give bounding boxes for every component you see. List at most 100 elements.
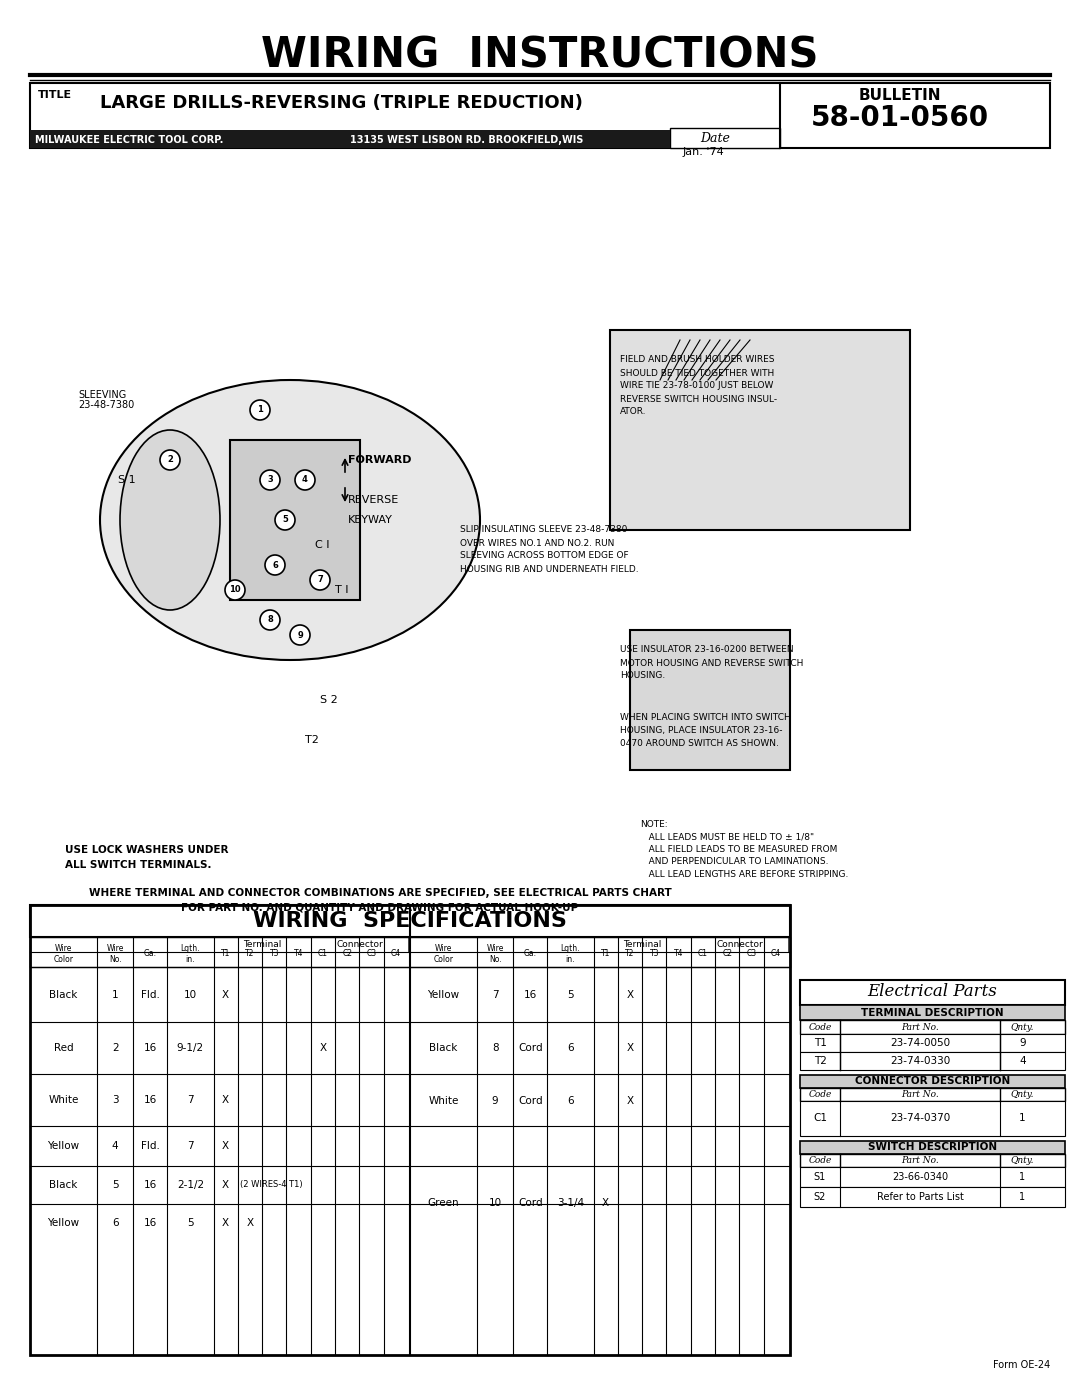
- Text: X: X: [626, 990, 634, 999]
- Bar: [30, 905, 789, 1356]
- Text: X: X: [603, 1198, 609, 1209]
- Text: 23-74-0370: 23-74-0370: [890, 1113, 950, 1123]
- Text: 2: 2: [167, 456, 173, 464]
- Text: Cord: Cord: [518, 1044, 542, 1053]
- Circle shape: [295, 470, 315, 491]
- Text: TITLE: TITLE: [38, 90, 72, 100]
- Text: 23-74-0330: 23-74-0330: [890, 1056, 950, 1066]
- Text: White: White: [429, 1096, 459, 1106]
- Text: 6: 6: [111, 1218, 119, 1228]
- Text: 4: 4: [1020, 1056, 1026, 1066]
- Bar: [230, 439, 360, 600]
- Bar: [594, 937, 691, 952]
- Text: TERMINAL DESCRIPTION: TERMINAL DESCRIPTION: [861, 1008, 1003, 1017]
- Text: T1: T1: [600, 949, 610, 959]
- Text: S 2: S 2: [320, 694, 338, 705]
- Text: 2-1/2: 2-1/2: [177, 1179, 204, 1191]
- Text: SLIP INSULATING SLEEVE 23-48-7380: SLIP INSULATING SLEEVE 23-48-7380: [460, 525, 627, 535]
- Text: 1: 1: [257, 406, 262, 414]
- Text: 1: 1: [1020, 1192, 1026, 1202]
- Text: Jan. '74: Jan. '74: [683, 147, 725, 157]
- Bar: [800, 1076, 1065, 1088]
- Text: 9: 9: [491, 1096, 498, 1106]
- Text: WIRING  INSTRUCTIONS: WIRING INSTRUCTIONS: [261, 35, 819, 76]
- Text: LARGE DRILLS-REVERSING (TRIPLE REDUCTION): LARGE DRILLS-REVERSING (TRIPLE REDUCTION…: [100, 94, 583, 112]
- Text: Fld.: Fld.: [140, 990, 160, 999]
- Circle shape: [265, 554, 285, 575]
- Bar: [800, 1155, 1065, 1167]
- Text: SWITCH DESCRIPTION: SWITCH DESCRIPTION: [868, 1142, 997, 1153]
- Text: X: X: [222, 1141, 229, 1150]
- Bar: [311, 937, 408, 952]
- Text: C4: C4: [391, 949, 401, 959]
- Text: SLEEVING ACROSS BOTTOM EDGE OF: SLEEVING ACROSS BOTTOM EDGE OF: [460, 552, 629, 560]
- Text: T2: T2: [245, 949, 255, 959]
- Bar: [800, 1005, 1065, 1020]
- Text: 9: 9: [297, 631, 302, 639]
- Text: C4: C4: [771, 949, 781, 959]
- Text: Form OE-24: Form OE-24: [993, 1360, 1050, 1369]
- Text: C1: C1: [318, 949, 328, 959]
- Text: 9: 9: [1020, 1038, 1026, 1048]
- Text: REVERSE: REVERSE: [348, 495, 400, 505]
- Text: 1: 1: [1020, 1173, 1026, 1182]
- Text: Yellow: Yellow: [48, 1218, 80, 1228]
- Text: 9-1/2: 9-1/2: [177, 1044, 204, 1053]
- Text: Code: Code: [808, 1089, 832, 1099]
- Text: 0470 AROUND SWITCH AS SHOWN.: 0470 AROUND SWITCH AS SHOWN.: [620, 740, 779, 748]
- Text: X: X: [222, 1095, 229, 1105]
- Text: REVERSE SWITCH HOUSING INSUL-: REVERSE SWITCH HOUSING INSUL-: [620, 395, 778, 403]
- Text: 10: 10: [184, 990, 197, 999]
- Text: Refer to Parts List: Refer to Parts List: [877, 1192, 963, 1202]
- Text: WIRING  SPECIFICATIONS: WIRING SPECIFICATIONS: [253, 911, 567, 931]
- Text: USE INSULATOR 23-16-0200 BETWEEN: USE INSULATOR 23-16-0200 BETWEEN: [620, 646, 794, 654]
- Text: Code: Code: [808, 1156, 832, 1166]
- Bar: [800, 1052, 1065, 1070]
- Bar: [800, 1020, 1065, 1034]
- Text: Ga.: Ga.: [524, 949, 537, 959]
- Text: X: X: [626, 1044, 634, 1053]
- Text: 7: 7: [318, 575, 323, 585]
- Text: X: X: [246, 1218, 254, 1228]
- Text: Part No.: Part No.: [901, 1089, 939, 1099]
- Text: C1: C1: [698, 949, 707, 959]
- Bar: [610, 330, 910, 529]
- Text: S1: S1: [814, 1173, 826, 1182]
- Bar: [691, 937, 788, 952]
- Text: 3: 3: [267, 475, 273, 485]
- Circle shape: [291, 625, 310, 644]
- Bar: [800, 980, 1065, 1005]
- Text: Wire
No.: Wire No.: [486, 944, 503, 963]
- Text: X: X: [626, 1096, 634, 1106]
- Text: 2: 2: [111, 1044, 119, 1053]
- Text: T2: T2: [813, 1056, 826, 1066]
- Text: 10: 10: [488, 1198, 501, 1209]
- Bar: [800, 1100, 1065, 1137]
- Text: X: X: [222, 990, 229, 999]
- Text: 5: 5: [282, 516, 288, 524]
- Text: USE LOCK WASHERS UNDER
ALL SWITCH TERMINALS.: USE LOCK WASHERS UNDER ALL SWITCH TERMIN…: [65, 845, 229, 870]
- Circle shape: [260, 470, 280, 491]
- Bar: [800, 1141, 1065, 1155]
- Text: SHOULD BE TIED TOGETHER WITH: SHOULD BE TIED TOGETHER WITH: [620, 369, 774, 377]
- Bar: [30, 937, 789, 967]
- Text: Qnty.: Qnty.: [1011, 1089, 1035, 1099]
- Text: SLEEVING: SLEEVING: [78, 389, 126, 401]
- Text: Lgth.
in.: Lgth. in.: [180, 944, 200, 963]
- Text: Qnty.: Qnty.: [1011, 1023, 1035, 1031]
- Ellipse shape: [120, 430, 220, 610]
- Text: T2: T2: [625, 949, 635, 959]
- Text: Lgth.
in.: Lgth. in.: [561, 944, 580, 963]
- Text: HOUSING, PLACE INSULATOR 23-16-: HOUSING, PLACE INSULATOR 23-16-: [620, 726, 783, 736]
- Text: 16: 16: [144, 1179, 157, 1191]
- Text: Connector: Connector: [716, 940, 762, 949]
- Text: 3: 3: [111, 1095, 119, 1105]
- Text: Qnty.: Qnty.: [1011, 1156, 1035, 1166]
- Text: CONNECTOR DESCRIPTION: CONNECTOR DESCRIPTION: [855, 1077, 1010, 1087]
- Text: X: X: [320, 1044, 326, 1053]
- Text: MILWAUKEE ELECTRIC TOOL CORP.: MILWAUKEE ELECTRIC TOOL CORP.: [35, 134, 224, 146]
- Bar: [30, 905, 789, 937]
- Text: Black: Black: [50, 1179, 78, 1191]
- Text: T4: T4: [674, 949, 684, 959]
- Text: Ga.: Ga.: [144, 949, 157, 959]
